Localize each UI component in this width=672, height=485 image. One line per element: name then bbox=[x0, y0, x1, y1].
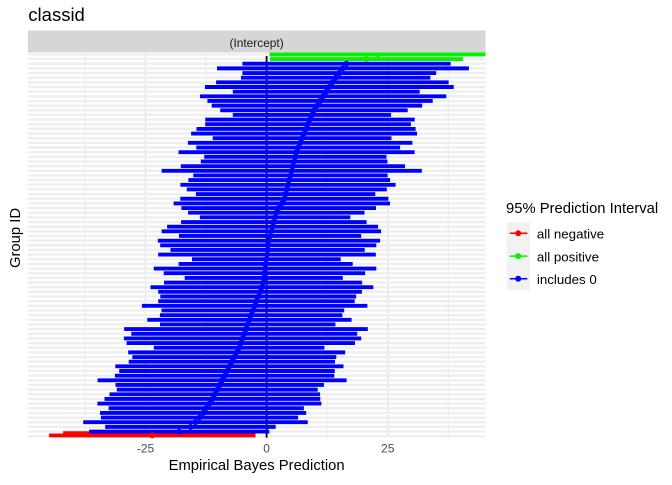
svg-text:(Intercept): (Intercept) bbox=[230, 36, 284, 50]
svg-text:0: 0 bbox=[263, 442, 270, 456]
svg-text:all negative: all negative bbox=[537, 226, 604, 241]
svg-text:includes 0: includes 0 bbox=[537, 272, 597, 287]
svg-text:Empirical Bayes Prediction: Empirical Bayes Prediction bbox=[169, 458, 345, 474]
svg-text:-25: -25 bbox=[137, 442, 155, 456]
svg-text:all positive: all positive bbox=[537, 249, 599, 264]
svg-text:25: 25 bbox=[381, 442, 395, 456]
svg-text:Group ID: Group ID bbox=[8, 208, 24, 268]
svg-text:classid: classid bbox=[28, 4, 85, 25]
svg-text:95% Prediction Interval: 95% Prediction Interval bbox=[506, 201, 658, 217]
